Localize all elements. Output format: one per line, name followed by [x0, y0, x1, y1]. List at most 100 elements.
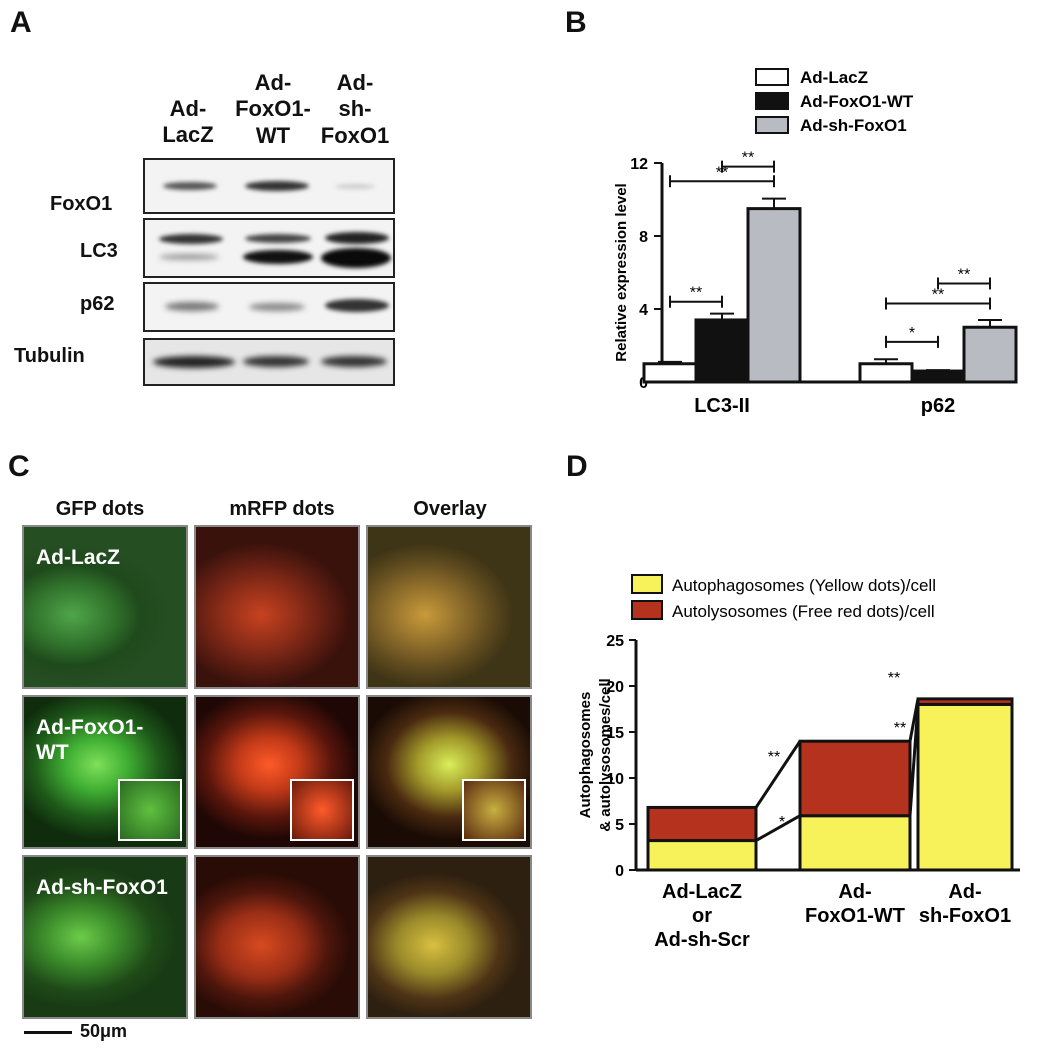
sig-label: ** — [932, 287, 944, 304]
y-tick-label: 10 — [606, 771, 624, 788]
blot-strip-tubulin — [143, 338, 395, 386]
blot-row-label-lc3: LC3 — [80, 240, 118, 262]
panel-letter-a: A — [10, 6, 32, 39]
category-label: sh-FoxO1 — [919, 905, 1011, 927]
band — [243, 250, 313, 264]
blot-strip-p62 — [143, 282, 395, 332]
blot-col-text: LacZ — [162, 122, 214, 148]
micrograph-mrfp-sh-foxo1 — [194, 855, 360, 1019]
legend-label: Autolysosomes (Free red dots)/cell — [672, 602, 935, 621]
band — [159, 234, 223, 244]
micrograph-overlay-sh-foxo1 — [366, 855, 532, 1019]
micro-col-label-gfp: GFP dots — [55, 498, 145, 520]
blot-col-text: sh- — [338, 96, 372, 122]
bar — [694, 318, 750, 384]
micrograph-label-foxo1-wt: Ad-FoxO1- WT — [36, 716, 144, 765]
legend-label: Autophagosomes (Yellow dots)/cell — [672, 576, 936, 595]
legend-label: Ad-sh-FoxO1 — [800, 116, 907, 135]
legend-swatch — [755, 116, 789, 134]
micro-col-label-mrfp: mRFP dots — [229, 498, 335, 520]
micrograph-label-lacz: Ad-LacZ — [36, 546, 120, 569]
stacked-bar-segment — [646, 839, 758, 872]
panel-letter-c: C — [8, 450, 30, 483]
micrograph-inset — [290, 779, 354, 841]
blot-strip-lc3 — [143, 218, 395, 278]
scale-bar — [24, 1031, 72, 1034]
micrograph-mrfp-lacz — [194, 525, 360, 689]
bar — [858, 362, 914, 384]
micrograph-gfp-sh-foxo1: Ad-sh-FoxO1 — [22, 855, 188, 1019]
stacked-bar-segment — [798, 814, 912, 872]
micrograph-inset — [462, 779, 526, 841]
blot-col-text: Ad- — [254, 70, 292, 95]
blot-col-text: FoxO1 — [320, 122, 390, 148]
micrograph-label-sh-foxo1: Ad-sh-FoxO1 — [36, 876, 168, 899]
sig-label: ** — [768, 749, 780, 766]
category-label: Ad- — [838, 881, 871, 903]
blot-row-label-p62: p62 — [80, 293, 115, 315]
band — [321, 356, 387, 367]
band — [325, 232, 389, 244]
blot-col-text: Ad- — [169, 96, 207, 121]
y-tick-label: 4 — [639, 302, 648, 319]
micro-col-label-overlay: Overlay — [413, 498, 487, 520]
y-tick-label: 5 — [615, 817, 624, 834]
band — [249, 303, 305, 311]
legend-label: Ad-FoxO1-WT — [800, 92, 914, 111]
blot-row-label-tubulin: Tubulin — [14, 345, 85, 367]
scale-bar-label: 50μm — [80, 1021, 128, 1041]
connector-line — [754, 740, 802, 809]
band — [243, 356, 309, 367]
y-tick-label: 8 — [639, 229, 648, 246]
y-tick-label: 15 — [606, 725, 624, 742]
sig-label: ** — [888, 670, 900, 687]
blot-col-text: WT — [255, 122, 291, 148]
blot-strip-foxo1 — [143, 158, 395, 214]
blot-row-label-foxo1: FoxO1 — [50, 193, 113, 215]
legend-swatch — [755, 92, 789, 110]
category-label: LC3-II — [694, 395, 750, 417]
band — [163, 182, 217, 190]
blot-column-label-foxo1-wt: Ad- FoxO1- WT — [228, 70, 318, 149]
category-label: FoxO1-WT — [805, 905, 905, 927]
micrograph-gfp-foxo1-wt: Ad-FoxO1- WT — [22, 695, 188, 849]
micrograph-inset — [118, 779, 182, 841]
category-label: Ad-sh-Scr — [654, 929, 750, 951]
bar — [642, 362, 698, 384]
band — [153, 356, 235, 368]
band — [245, 181, 309, 191]
bar — [962, 325, 1018, 384]
legend-swatch — [631, 600, 663, 620]
y-axis-title: & autolysosomes/cell — [597, 678, 614, 831]
legend-swatch — [755, 68, 789, 86]
band — [245, 234, 311, 243]
sig-label: ** — [690, 285, 702, 302]
stacked-bar-segment — [798, 739, 912, 818]
blot-column-label-lacz: Ad- LacZ — [148, 96, 228, 149]
band — [335, 184, 375, 189]
chart-d-autophagy: Autophagosomes (Yellow dots)/cell Autolys… — [577, 574, 1020, 951]
micrograph-overlay-foxo1-wt — [366, 695, 532, 849]
y-tick-label: 25 — [606, 633, 624, 650]
legend-label: Ad-LacZ — [800, 68, 868, 87]
micrograph-overlay-lacz — [366, 525, 532, 689]
y-tick-label: 12 — [630, 156, 648, 173]
chart-b-expression: Ad-LacZAd-FoxO1-WTAd-sh-FoxO104812Relati… — [613, 68, 1018, 417]
stacked-bar-segment — [916, 702, 1014, 872]
sig-label: * — [909, 325, 915, 342]
category-label: or — [692, 905, 712, 927]
category-label: Ad-LacZ — [662, 881, 742, 903]
blot-col-text: FoxO1- — [235, 96, 311, 122]
sig-label: ** — [894, 720, 906, 737]
panel-letter-b: B — [565, 6, 587, 39]
legend-swatch — [631, 574, 663, 594]
band — [321, 248, 391, 268]
blot-col-text: Ad- — [336, 70, 374, 95]
stacked-bar-segment — [916, 697, 1014, 706]
y-tick-label: 20 — [606, 679, 624, 696]
band — [159, 254, 219, 260]
blot-column-label-sh-foxo1: Ad- sh- FoxO1 — [315, 70, 395, 149]
connector-line — [755, 814, 801, 842]
panel-letter-d: D — [566, 450, 588, 483]
stacked-bar-segment — [646, 805, 758, 843]
